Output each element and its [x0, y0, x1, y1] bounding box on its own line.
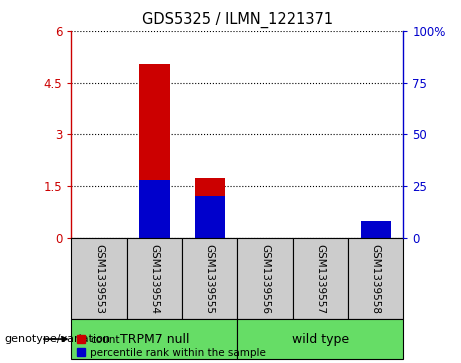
- Text: TRPM7 null: TRPM7 null: [120, 333, 189, 346]
- Bar: [71, 319, 237, 359]
- Bar: [139, 64, 170, 237]
- Bar: [237, 237, 293, 319]
- Text: GSM1339558: GSM1339558: [371, 244, 381, 314]
- Bar: [361, 230, 391, 237]
- Bar: [237, 319, 403, 359]
- Bar: [195, 178, 225, 237]
- Text: GSM1339553: GSM1339553: [94, 244, 104, 314]
- Text: GSM1339554: GSM1339554: [149, 244, 160, 314]
- Text: GSM1339557: GSM1339557: [315, 244, 325, 314]
- Bar: [182, 237, 237, 319]
- Text: genotype/variation: genotype/variation: [5, 334, 111, 344]
- Title: GDS5325 / ILMN_1221371: GDS5325 / ILMN_1221371: [142, 12, 333, 28]
- Bar: [348, 237, 403, 319]
- Bar: [361, 221, 391, 237]
- Legend: count, percentile rank within the sample: count, percentile rank within the sample: [77, 335, 266, 358]
- Text: GSM1339556: GSM1339556: [260, 244, 270, 314]
- Bar: [293, 237, 348, 319]
- Text: wild type: wild type: [292, 333, 349, 346]
- Bar: [195, 196, 225, 237]
- Bar: [71, 237, 127, 319]
- Bar: [139, 180, 170, 237]
- Bar: [127, 237, 182, 319]
- Text: GSM1339555: GSM1339555: [205, 244, 215, 314]
